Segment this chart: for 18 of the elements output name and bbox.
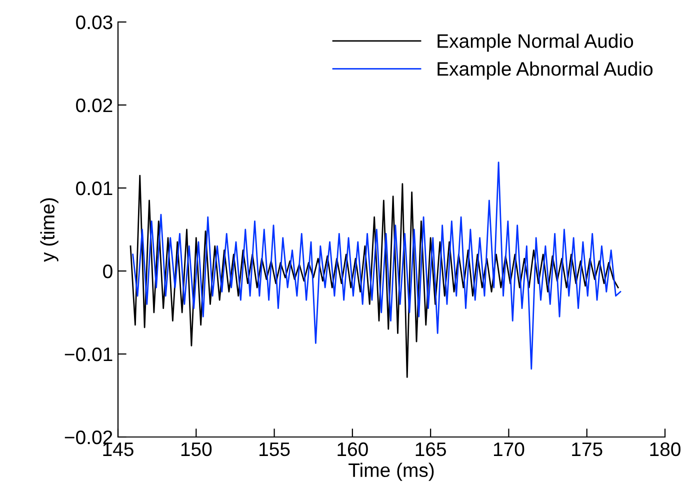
x-axis-title: Time (ms) (348, 462, 434, 481)
x-tick-label: 160 (338, 442, 368, 456)
x-tick-label: 155 (260, 442, 290, 456)
y-tick-label: 0.02 (76, 98, 112, 112)
x-tick-label: 170 (494, 442, 524, 456)
y-tick-label: −0.01 (64, 347, 112, 362)
x-tick-label: 165 (416, 442, 446, 456)
y-tick-label: 0.03 (76, 15, 112, 30)
y-tick-label: −0.02 (64, 430, 112, 444)
x-tick-label: 180 (650, 442, 680, 456)
y-tick-label: 0.01 (76, 181, 112, 196)
x-tick-label: 145 (103, 442, 134, 456)
y-tick-label: 0 (103, 264, 112, 278)
legend-label: Example Abnormal Audio (438, 62, 653, 80)
y-axis-title: y (time) (40, 198, 58, 262)
legend-label: Example Normal Audio (438, 34, 634, 52)
x-tick-label: 175 (572, 442, 602, 456)
x-tick-label: 150 (181, 442, 212, 456)
